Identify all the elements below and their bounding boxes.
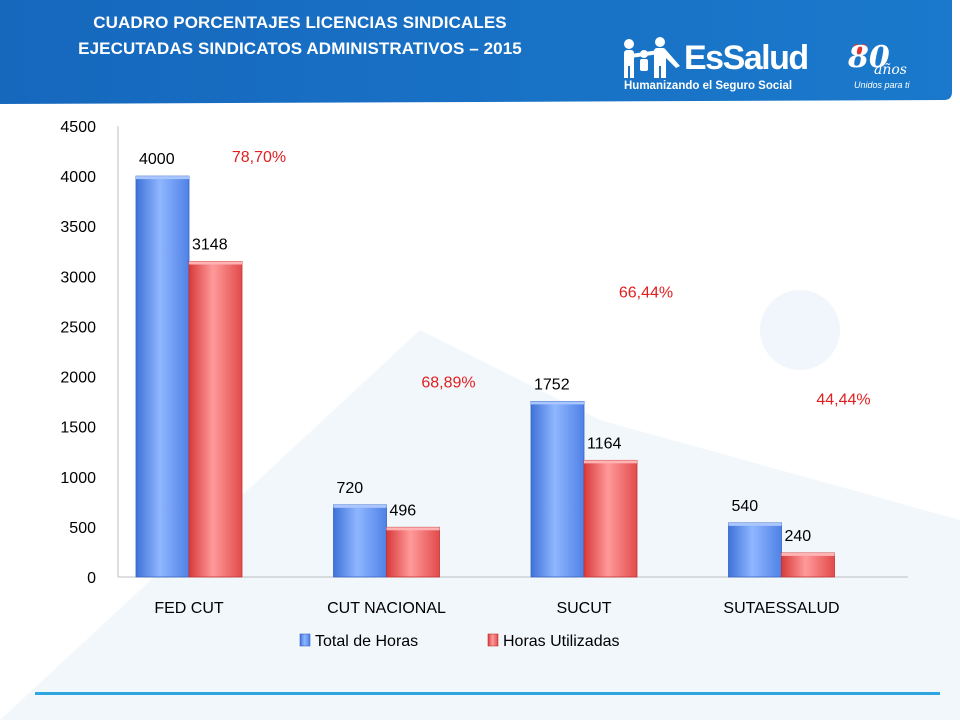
bar-top-highlight — [386, 527, 440, 531]
legend: Total de Horas Horas Utilizadas — [299, 633, 619, 650]
bar-total-2 — [530, 401, 585, 578]
x-tick-label: FED CUT — [154, 600, 224, 617]
data-label: 540 — [732, 498, 759, 515]
bar-top-highlight — [136, 176, 189, 180]
bar-top-highlight — [781, 552, 835, 556]
y-tick-label: 4500 — [60, 119, 96, 136]
data-label: 1752 — [534, 376, 570, 393]
percent-annotations: 78,70% 68,89% 66,44% 44,44% — [232, 149, 871, 409]
y-tick-label: 1000 — [60, 470, 96, 487]
bar-used-0 — [188, 261, 243, 578]
x-tick-label: SUTAESSALUD — [723, 600, 839, 617]
slide-title: CUADRO PORCENTAJES LICENCIAS SINDICALES … — [20, 10, 580, 62]
bar-used-1 — [386, 526, 440, 578]
data-label: 1164 — [587, 435, 622, 452]
bar-total-3 — [728, 522, 782, 578]
y-tick-label: 2000 — [60, 370, 96, 387]
bar-used-3 — [781, 552, 835, 578]
y-tick-label: 3500 — [60, 219, 96, 236]
family-icon — [624, 37, 680, 78]
x-tick-label: SUCUT — [556, 600, 611, 617]
anniversary-word: años — [874, 62, 907, 78]
x-axis-ticks: FED CUT CUT NACIONAL SUCUT SUTAESSALUD — [154, 600, 839, 617]
heart-icon — [853, 44, 867, 56]
y-tick-label: 1500 — [60, 420, 96, 437]
essalud-logo: EsSalud Humanizando el Seguro Social — [618, 36, 809, 100]
bar-total-0 — [135, 175, 190, 578]
bar-top-highlight — [584, 460, 637, 464]
bar-top-highlight — [189, 261, 242, 265]
data-label: 3148 — [192, 237, 228, 254]
bar-top-highlight — [333, 504, 387, 508]
percent-annotation: 44,44% — [816, 392, 870, 409]
footer-divider — [35, 692, 940, 695]
bar-top-highlight — [531, 401, 584, 405]
bar-top-highlight — [728, 522, 782, 526]
bar-total-1 — [333, 504, 387, 578]
legend-swatch-total — [299, 633, 311, 647]
data-label: 720 — [337, 480, 364, 497]
slide-title-line1: CUADRO PORCENTAJES LICENCIAS SINDICALES — [93, 13, 507, 32]
slide-title-line2: EJECUTADAS SINDICATOS ADMINISTRATIVOS – … — [78, 39, 522, 58]
percent-annotation: 78,70% — [232, 149, 286, 166]
y-axis-ticks: 0 500 1000 1500 2000 2500 3000 3500 4000 4500 — [60, 119, 96, 587]
legend-label: Total de Horas — [315, 633, 418, 650]
percent-annotation: 66,44% — [619, 284, 673, 301]
y-tick-label: 3000 — [60, 269, 96, 286]
legend-swatch-used — [487, 633, 499, 647]
percent-annotation: 68,89% — [421, 375, 475, 392]
bar-used-2 — [583, 459, 638, 578]
data-label: 240 — [785, 528, 812, 545]
bars: 4000 3148 720 496 1752 1164 540 240 — [135, 151, 835, 578]
y-tick-label: 500 — [69, 520, 96, 537]
essalud-logo-text: EsSalud — [684, 39, 809, 77]
header-background — [0, 0, 952, 104]
header-banner: CUADRO PORCENTAJES LICENCIAS SINDICALES … — [0, 0, 960, 105]
essalud-tagline: Humanizando el Seguro Social — [624, 80, 793, 92]
y-tick-label: 0 — [87, 570, 96, 587]
background-watermark — [0, 290, 960, 720]
data-label: 496 — [390, 502, 417, 519]
anniversary-logo: 80 años Unidos para ti — [842, 40, 922, 104]
legend-label: Horas Utilizadas — [503, 633, 619, 650]
x-tick-label: CUT NACIONAL — [327, 600, 446, 617]
y-tick-label: 2500 — [60, 319, 96, 336]
y-tick-label: 4000 — [60, 169, 96, 186]
anniversary-subtitle: Unidos para ti — [854, 80, 910, 90]
anniversary-number: 80 — [848, 40, 890, 75]
data-label: 4000 — [139, 151, 175, 168]
